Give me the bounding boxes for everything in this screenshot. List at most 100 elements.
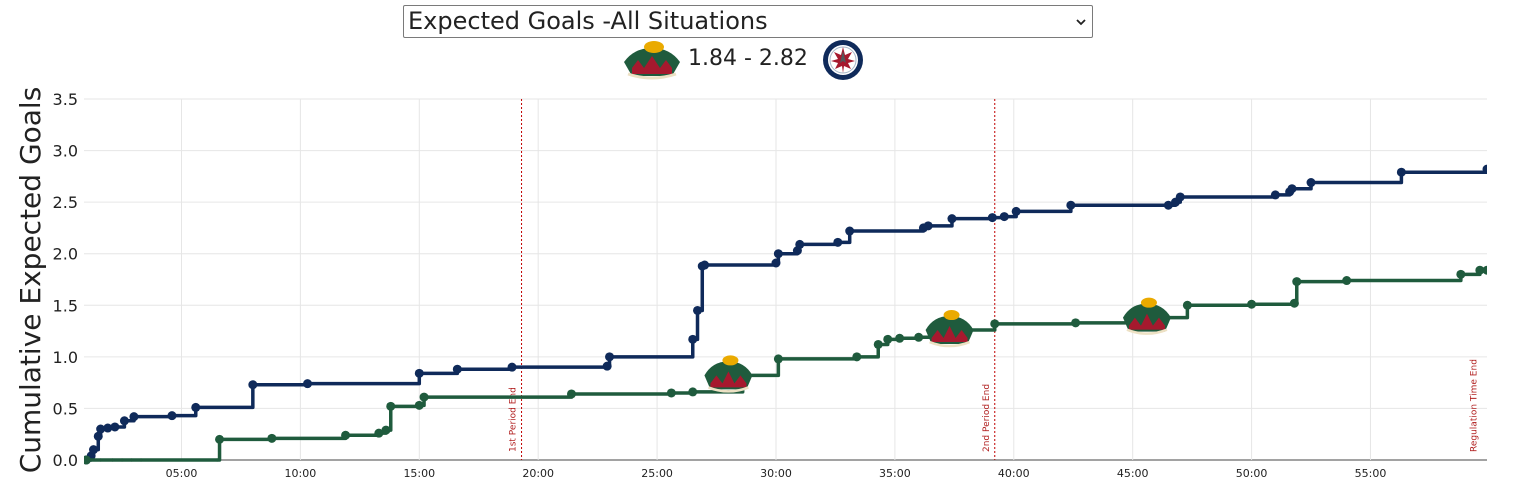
x-tick-label: 15:00 <box>403 467 435 480</box>
x-tick-label: 20:00 <box>522 467 554 480</box>
away-shot-point <box>999 212 1009 222</box>
away-shot-point <box>987 213 997 223</box>
x-tick-label: 50:00 <box>1236 467 1268 480</box>
period-end-label: 1st Period End <box>509 387 519 452</box>
home-shot-point <box>566 389 576 399</box>
away-shot-point <box>773 249 783 259</box>
home-shot-point <box>381 425 391 435</box>
away-shot-point <box>89 445 99 455</box>
away-shot-point <box>771 258 781 268</box>
period-lines: 1st Period End 2nd Period End Regulation T… <box>509 99 1480 460</box>
goal-marker-trim <box>707 386 749 393</box>
home-shot-point <box>374 428 384 438</box>
x-gridlines <box>180 99 1371 460</box>
away-shot-point <box>507 362 517 372</box>
x-tick-label: 40:00 <box>998 467 1030 480</box>
home-shot-point <box>1475 265 1485 275</box>
x-tick-label: 05:00 <box>166 467 198 480</box>
away-shot-point <box>795 239 805 249</box>
y-tick-label: 1.0 <box>53 348 78 367</box>
home-shot-point <box>990 319 1000 329</box>
x-tick-labels: 05:00 10:00 15:00 20:00 25:00 30:00 35:00 40:00… <box>166 467 1387 480</box>
away-shot-point <box>93 431 103 441</box>
home-shot-point <box>852 352 862 362</box>
y-tick-label: 0.0 <box>53 451 78 470</box>
y-tick-label: 1.5 <box>53 296 78 315</box>
away-shot-point <box>167 411 177 421</box>
away-shot-point <box>688 334 698 344</box>
chart-header: Expected Goals -All Situations 1.84 - 2.… <box>0 0 1522 90</box>
away-shot-point <box>103 423 113 433</box>
home-shot-point <box>110 458 115 462</box>
y-tick-label: 2.0 <box>53 245 78 264</box>
y-gridlines <box>84 98 1487 461</box>
away-shot-point <box>700 260 710 270</box>
goal-marker-icon <box>925 310 974 348</box>
home-shot-point <box>773 354 783 364</box>
away-shot-point <box>452 364 462 374</box>
home-shot-point <box>267 433 277 443</box>
y-tick-labels: 0.0 0.5 1.0 1.5 2.0 2.5 3.0 3.5 <box>53 90 78 470</box>
away-shot-point <box>1396 167 1406 177</box>
x-tick-label: 10:00 <box>285 467 317 480</box>
y-tick-label: 2.5 <box>53 193 78 212</box>
goal-marker-trees <box>1128 313 1165 330</box>
away-shot-point <box>1175 192 1185 202</box>
away-shot-point <box>1306 178 1316 188</box>
goal-marker-trees <box>931 326 968 343</box>
y-tick-label: 3.5 <box>53 90 78 109</box>
y-tick-label: 0.5 <box>53 399 78 418</box>
away-shot-point <box>605 352 615 362</box>
away-shot-point <box>947 214 957 224</box>
away-shot-point <box>129 412 139 422</box>
x-tick-label: 35:00 <box>879 467 911 480</box>
situation-select-value: Expected Goals -All Situations <box>408 7 768 35</box>
home-shot-point <box>139 458 143 462</box>
goal-marker-star <box>1140 297 1157 308</box>
series-group <box>84 164 1487 465</box>
goal-marker-icon <box>1122 297 1171 335</box>
score-text: 1.84 - 2.82 <box>688 46 808 71</box>
home-shot-point <box>414 400 424 410</box>
y-axis-label: Cumulative Expected Goals <box>14 87 47 474</box>
away-shot-point <box>1287 184 1297 194</box>
home-shot-point <box>1292 277 1302 287</box>
home-shot-point <box>341 430 351 440</box>
period-end-label: Regulation Time End <box>1470 359 1480 452</box>
chevron-down-icon <box>1076 19 1086 26</box>
home-shot-point <box>1342 276 1352 286</box>
home-shot-point <box>120 458 124 462</box>
x-tick-label: 25:00 <box>641 467 673 480</box>
minnesota-wild-logo-icon <box>624 41 680 80</box>
home-shot-point <box>215 434 225 444</box>
home-shot-point <box>666 388 676 398</box>
away-shot-point <box>110 422 120 432</box>
goal-markers <box>704 297 1171 393</box>
away-series-line <box>86 169 1487 462</box>
y-tick-label: 3.0 <box>53 142 78 161</box>
away-shot-point <box>119 416 129 426</box>
home-shot-point <box>1071 318 1081 328</box>
away-shot-point <box>602 361 612 371</box>
home-shot-point <box>419 392 429 402</box>
home-shot-point <box>1482 265 1487 275</box>
away-shot-point <box>923 221 933 231</box>
away-shot-point <box>833 237 843 247</box>
winnipeg-jets-logo-icon <box>823 40 863 80</box>
away-shot-point <box>845 226 855 236</box>
home-shot-point <box>688 387 698 397</box>
situation-select[interactable]: Expected Goals -All Situations <box>403 5 1093 38</box>
period-end-label: 2nd Period End <box>982 384 992 452</box>
away-shot-point <box>191 402 201 412</box>
away-shot-point <box>414 368 424 378</box>
x-tick-label: 30:00 <box>760 467 792 480</box>
home-shot-point <box>1182 300 1192 310</box>
x-tick-label: 45:00 <box>1117 467 1149 480</box>
x-tick-label: 55:00 <box>1355 467 1387 480</box>
away-shot-point <box>1270 190 1280 200</box>
away-shot-point <box>1066 200 1076 210</box>
home-shot-point <box>129 458 134 462</box>
away-shot-point <box>96 424 106 434</box>
away-shot-point <box>303 379 313 389</box>
